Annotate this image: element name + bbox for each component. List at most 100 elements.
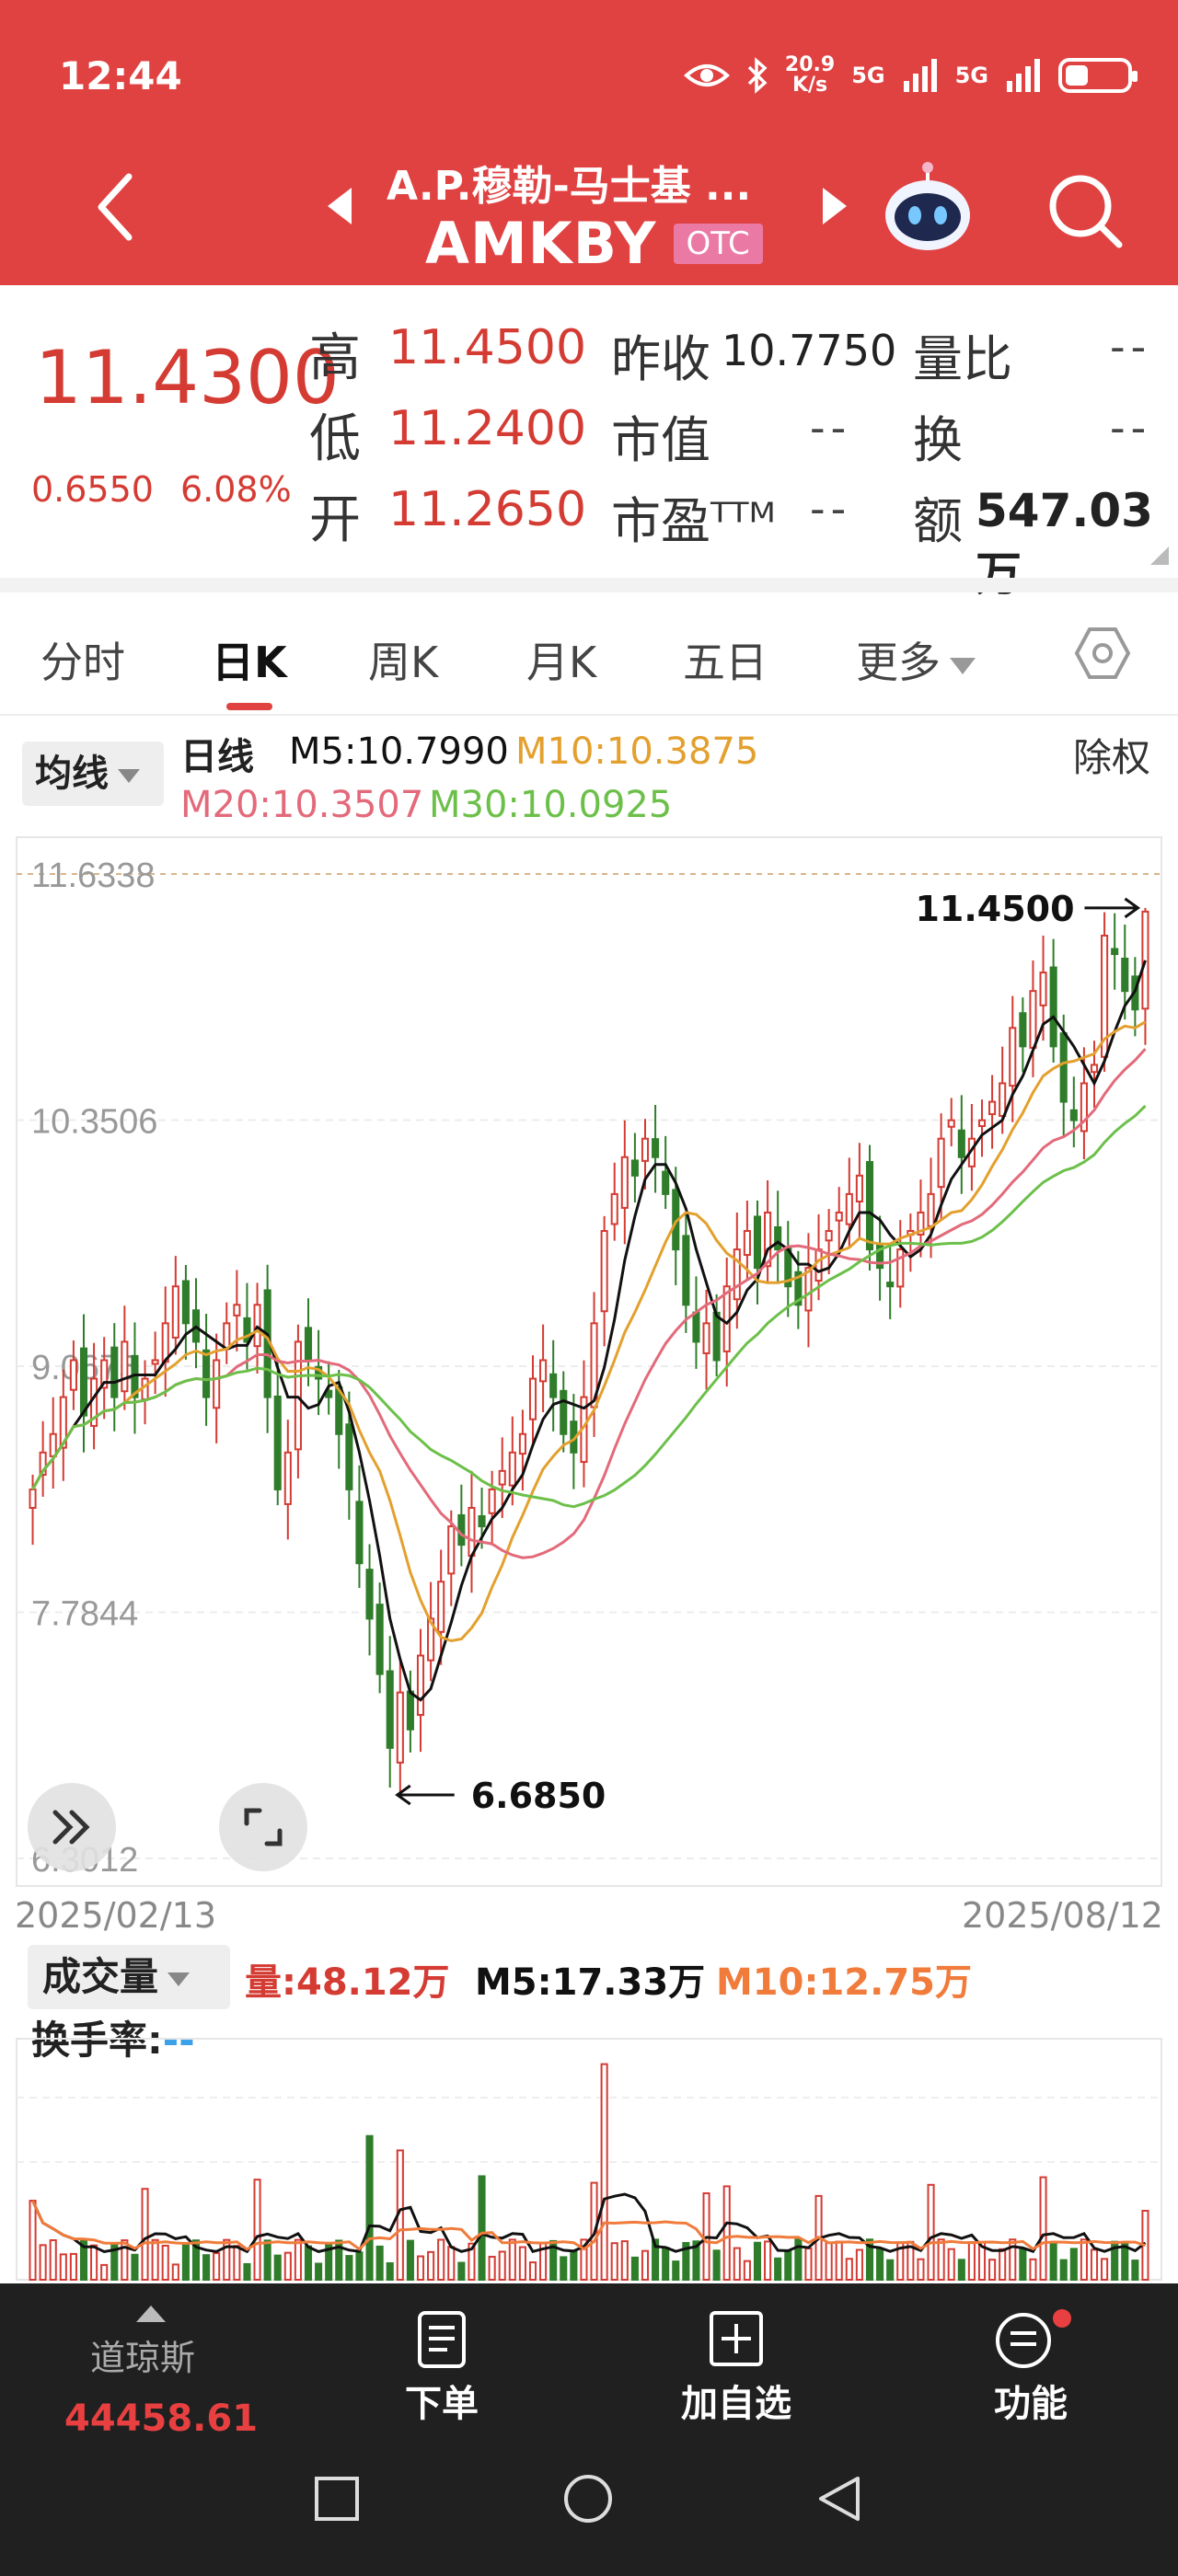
tab-more[interactable]: 更多 — [856, 629, 976, 690]
candle-body — [273, 1395, 282, 1490]
battery-icon — [1058, 58, 1138, 93]
back-arrow-icon[interactable] — [88, 166, 144, 248]
scroll-latest-button[interactable] — [28, 1783, 116, 1871]
index-ticker[interactable]: 道琼斯 44458.61 — [0, 2283, 294, 2458]
home-icon[interactable] — [561, 2475, 615, 2523]
candle-body — [213, 1359, 221, 1409]
high-label: 高 — [309, 328, 361, 388]
signal-5g-1: 5G — [851, 63, 885, 88]
fullscreen-button[interactable] — [219, 1783, 307, 1871]
volume-bar — [121, 2239, 129, 2281]
ma10-value: M10:10.3875 — [515, 730, 759, 773]
volume-bar — [427, 2250, 435, 2282]
volume-bar — [937, 2238, 945, 2282]
candle-body — [927, 1192, 935, 1227]
volume-bar — [49, 2238, 57, 2281]
candle-body — [835, 1211, 843, 1222]
order-button[interactable]: 下单 — [350, 2309, 534, 2427]
functions-button[interactable]: 功能 — [939, 2309, 1123, 2427]
tab-weekly-k[interactable]: 周K — [368, 638, 439, 687]
chart-frame — [16, 836, 1162, 1887]
y-tick-label: 10.3506 — [31, 1103, 157, 1142]
candle-body — [386, 1670, 394, 1749]
candle-body — [1101, 934, 1109, 1058]
back-icon[interactable] — [815, 2475, 863, 2523]
tab-five-day[interactable]: 五日 — [683, 638, 768, 687]
candle-body — [59, 1396, 67, 1449]
candle-body — [1141, 910, 1149, 1010]
volume-bar — [304, 2245, 313, 2281]
volume-bar — [253, 2179, 261, 2282]
volume-bar — [1039, 2176, 1047, 2282]
candle-body — [294, 1340, 302, 1451]
settings-hexagon-icon[interactable] — [1073, 624, 1132, 683]
volume-bar — [672, 2260, 680, 2282]
prev-stock-arrow[interactable] — [328, 188, 352, 224]
volume-bar — [243, 2262, 251, 2281]
prev-close-label: 昨收 — [611, 330, 710, 388]
pe-ttm-label: 市盈ᵀᵀᴹ — [611, 492, 776, 550]
candle-body — [733, 1248, 741, 1301]
volume-bar — [876, 2248, 884, 2281]
volume-bar — [855, 2248, 863, 2281]
high-value: 11.4500 — [388, 320, 587, 375]
volume-ratio-value: -- — [1110, 322, 1152, 372]
search-icon[interactable] — [1044, 169, 1126, 252]
low-label: 低 — [309, 409, 361, 469]
volume-bar — [774, 2257, 782, 2281]
low-price-marker: 6.6850 — [471, 1776, 606, 1816]
volume-bar — [416, 2255, 425, 2282]
volume-bar — [90, 2244, 98, 2281]
turnover-rate-label: 换手率: — [31, 2018, 163, 2063]
bluetooth-icon — [747, 57, 768, 94]
volume-bar — [825, 2241, 833, 2281]
volume-indicator-select[interactable]: 成交量 — [28, 1945, 230, 2009]
ma5-value: M5:10.7990 — [289, 730, 509, 773]
candle-body — [764, 1211, 772, 1268]
stock-code: AMKBY — [425, 210, 657, 277]
volume-bar — [549, 2239, 558, 2281]
order-label: 下单 — [405, 2383, 479, 2425]
add-watchlist-button[interactable]: 加自选 — [644, 2309, 828, 2427]
ai-assistant-robot-icon[interactable] — [880, 162, 976, 254]
candle-body — [1019, 1012, 1027, 1048]
candle-body — [641, 1137, 650, 1162]
volume-chart[interactable] — [0, 2006, 1178, 2283]
volume-bar — [335, 2239, 343, 2281]
tab-daily-k[interactable]: 日K — [212, 638, 287, 687]
candlestick-chart[interactable]: 11.633810.35069.06757.78446.301211.45006… — [0, 828, 1178, 1895]
tab-monthly-k[interactable]: 月K — [526, 638, 597, 687]
tab-intraday[interactable]: 分时 — [40, 638, 125, 687]
fullscreen-icon — [244, 1808, 283, 1846]
candle-body — [774, 1226, 782, 1251]
high-arrow-icon — [1084, 897, 1141, 919]
indicator-select[interactable]: 均线 — [22, 742, 164, 806]
volume-bar — [294, 2238, 302, 2281]
ex-rights-toggle[interactable]: 除权 — [1073, 735, 1151, 780]
index-name: 道琼斯 — [90, 2338, 196, 2378]
section-divider — [0, 578, 1178, 592]
next-stock-arrow[interactable] — [823, 188, 847, 224]
net-speed: 20.9 K/s — [784, 53, 836, 97]
candle-body — [1029, 990, 1037, 1049]
volume-value: 量:48.12万 — [245, 1961, 450, 2004]
volume-bar — [764, 2240, 772, 2281]
open-label: 开 — [309, 490, 361, 550]
volume-bar — [181, 2243, 190, 2281]
volume-bar — [498, 2250, 506, 2281]
volume-bar — [1131, 2260, 1139, 2282]
volume-bar — [600, 2063, 608, 2281]
quote-panel: 11.4300 0.6550 6.08% 高 11.4500 低 11.2400… — [0, 285, 1178, 601]
volume-bar — [263, 2239, 271, 2281]
volume-bar — [386, 2262, 394, 2281]
volume-bar — [457, 2261, 466, 2281]
turnover-rate: 换手率:-- — [31, 2009, 195, 2065]
volume-bar — [345, 2255, 353, 2282]
double-chevron-right-icon — [52, 1810, 90, 1845]
indicator-select-label: 均线 — [35, 753, 109, 795]
volume-bar — [447, 2246, 456, 2281]
recent-apps-icon[interactable] — [313, 2475, 361, 2523]
candle-body — [977, 1119, 987, 1128]
y-tick-label: 7.7844 — [31, 1595, 138, 1634]
volume-bar — [233, 2245, 241, 2281]
